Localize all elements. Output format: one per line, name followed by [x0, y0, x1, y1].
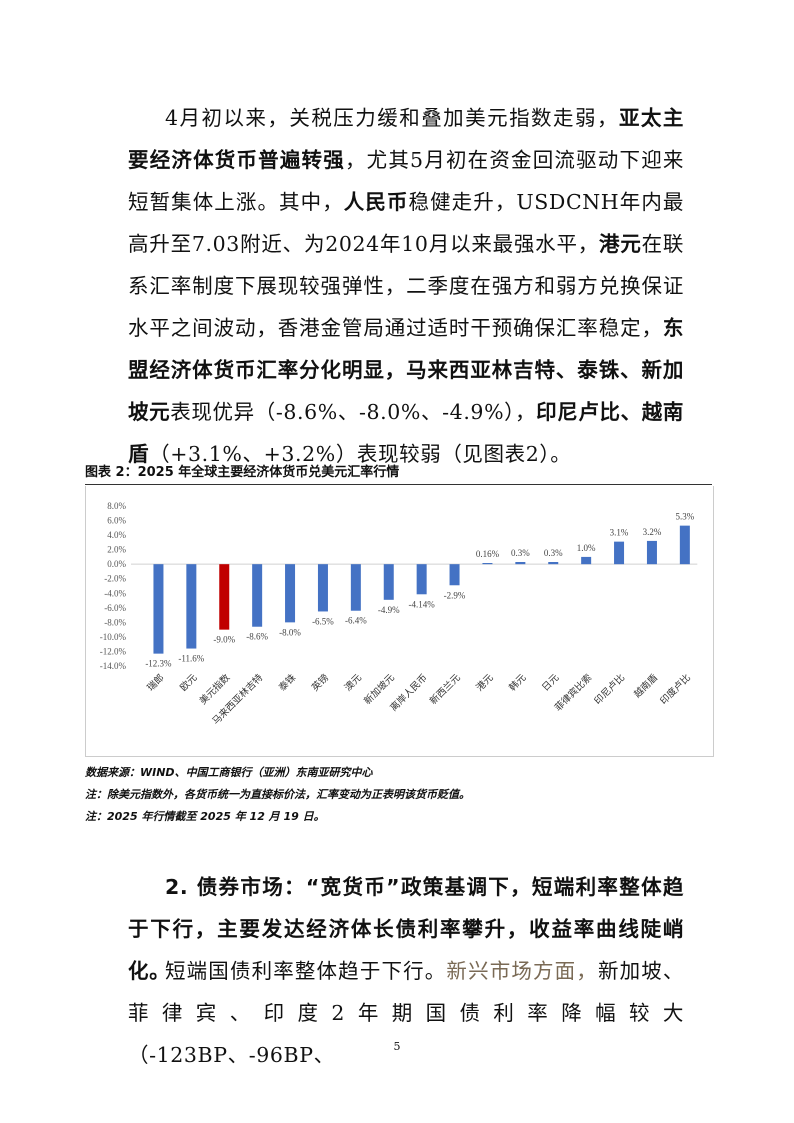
data-label: 1.0% — [577, 543, 596, 553]
category-label: 泰铢 — [276, 671, 298, 693]
bar — [186, 564, 197, 649]
data-label: -12.3% — [145, 659, 172, 669]
y-tick-label: 4.0% — [107, 530, 126, 540]
bar — [285, 564, 296, 623]
y-tick-label: -10.0% — [100, 632, 127, 642]
bar — [153, 564, 164, 654]
data-label: -8.0% — [279, 627, 301, 637]
category-label: 印度卢比 — [658, 672, 693, 707]
bold-segment: 港元 — [599, 232, 642, 256]
category-label: 瑞郎 — [145, 672, 167, 694]
bar — [252, 564, 263, 627]
category-label: 韩元 — [507, 671, 529, 693]
y-tick-label: -6.0% — [104, 603, 126, 613]
page-number: 5 — [393, 1040, 401, 1053]
text-segment: 稳健走升，USDCNH年内最高升至7.03附近、为2024年10月以来最强水平， — [128, 190, 684, 256]
bar — [679, 525, 690, 565]
bar — [383, 564, 394, 600]
figure-caption: 图表 2：2025 年全球主要经济体货币兑美元汇率行情 — [85, 461, 712, 485]
data-label: -8.6% — [246, 632, 268, 642]
data-label: -11.6% — [178, 654, 204, 664]
category-label: 港元 — [474, 671, 496, 693]
category-label: 越南盾 — [631, 671, 660, 700]
bold-segment: 东盟经济体货币汇率分化明显，马来西亚林吉特、泰铢、新加坡元 — [128, 316, 684, 424]
y-tick-label: -2.0% — [104, 574, 126, 584]
y-tick-label: -14.0% — [100, 661, 127, 671]
category-label: 印尼卢比 — [592, 672, 627, 707]
category-label: 美元指数 — [197, 671, 233, 707]
paragraph-fx-overview: 4月初以来，关税压力缓和叠加美元指数走弱，亚太主要经济体货币普遍转强，尤其5月初… — [128, 97, 684, 475]
bar — [317, 564, 328, 612]
bar — [614, 541, 625, 565]
section-heading: 2. 债券市场：“宽货币”政策基调下，短端利率整体趋于下行，主要发达经济体长债利… — [128, 866, 684, 992]
data-label: -9.0% — [213, 635, 235, 645]
y-tick-label: 8.0% — [107, 501, 126, 511]
highlight-text: 新兴市场方面， — [446, 959, 598, 983]
figure-notes: 数据来源：WIND、中国工商银行（亚洲）东南亚研究中心 注：除美元指数外，各货币… — [85, 762, 470, 828]
text-segment: （+3.1%、+3.2%）表现较弱（见图表2）。 — [149, 442, 572, 466]
data-source: 数据来源：WIND、中国工商银行（亚洲）东南亚研究中心 — [85, 766, 373, 779]
y-tick-label: -4.0% — [104, 588, 126, 598]
data-label: 3.1% — [610, 528, 629, 538]
category-label: 欧元 — [178, 671, 200, 693]
bar — [548, 562, 559, 565]
bar — [581, 556, 592, 565]
bar — [515, 562, 526, 565]
text-segment: 在联系汇率制度下展现较强弹性，二季度在强方和弱方兑换保证水平之间波动，香港金管局… — [128, 232, 685, 340]
bar — [219, 564, 230, 630]
bar — [416, 564, 427, 595]
bar — [449, 564, 460, 586]
category-label: 英镑 — [309, 672, 331, 694]
category-label: 新西兰元 — [427, 671, 463, 707]
data-label: -6.5% — [312, 616, 334, 626]
category-label: 澳元 — [342, 671, 364, 693]
text-segment: ，尤其5月初在资金回流驱动下迎来短暂集体上涨。其中， — [128, 148, 684, 214]
data-label: -4.9% — [378, 605, 400, 615]
data-label: -4.14% — [409, 599, 436, 609]
bold-segment: 人民币 — [343, 190, 409, 214]
lead-text: 短端国债利率整体趋于下行。 — [165, 959, 447, 983]
y-tick-label: -12.0% — [100, 646, 127, 656]
data-label: -2.9% — [444, 590, 466, 600]
paragraph-bonds: 短端国债利率整体趋于下行。新兴市场方面，新加坡、菲律宾、印度2年期国债利率降幅较… — [128, 950, 684, 1076]
bar — [482, 563, 493, 565]
text-segment: 4月初以来，关税压力缓和叠加美元指数走弱， — [165, 106, 619, 130]
bar — [350, 564, 361, 611]
category-label: 新加坡元 — [362, 671, 398, 707]
data-label: 5.3% — [675, 512, 694, 522]
data-label: 0.3% — [544, 548, 563, 558]
y-tick-label: -8.0% — [104, 617, 126, 627]
rest-text: 新加坡、菲律宾、印度2年期国债利率降幅较大（-123BP、-96BP、 — [128, 959, 684, 1067]
category-label: 日元 — [540, 672, 562, 694]
note-2: 注：2025 年行情截至 2025 年 12 月 19 日。 — [85, 810, 325, 823]
text-segment: 表现优异（-8.6%、-8.0%、-4.9%）， — [170, 400, 537, 424]
data-label: 0.3% — [511, 548, 530, 558]
y-tick-label: 6.0% — [107, 516, 126, 526]
fx-bar-chart: 8.0% 6.0% 4.0% 2.0% 0.0% -2.0% -4.0% -6.0% -8.0%… — [85, 486, 714, 757]
bold-segment: 亚太主要经济体货币普遍转强 — [128, 106, 684, 172]
data-label: 0.16% — [476, 549, 500, 559]
bold-segment: 印尼卢比、越南盾 — [128, 400, 684, 466]
data-label: 3.2% — [643, 527, 662, 537]
y-tick-label: 0.0% — [107, 559, 126, 569]
chart-svg: 8.0% 6.0% 4.0% 2.0% 0.0% -2.0% -4.0% -6.0% -8.0%… — [100, 501, 698, 727]
bar — [646, 540, 657, 565]
y-tick-label: 2.0% — [107, 545, 126, 555]
section-heading-text: 2. 债券市场：“宽货币”政策基调下，短端利率整体趋于下行，主要发达经济体长债利… — [128, 875, 684, 983]
note-1: 注：除美元指数外，各货币统一为直接标价法，汇率变动为正表明该货币贬值。 — [85, 788, 470, 801]
data-label: -6.4% — [345, 616, 367, 626]
